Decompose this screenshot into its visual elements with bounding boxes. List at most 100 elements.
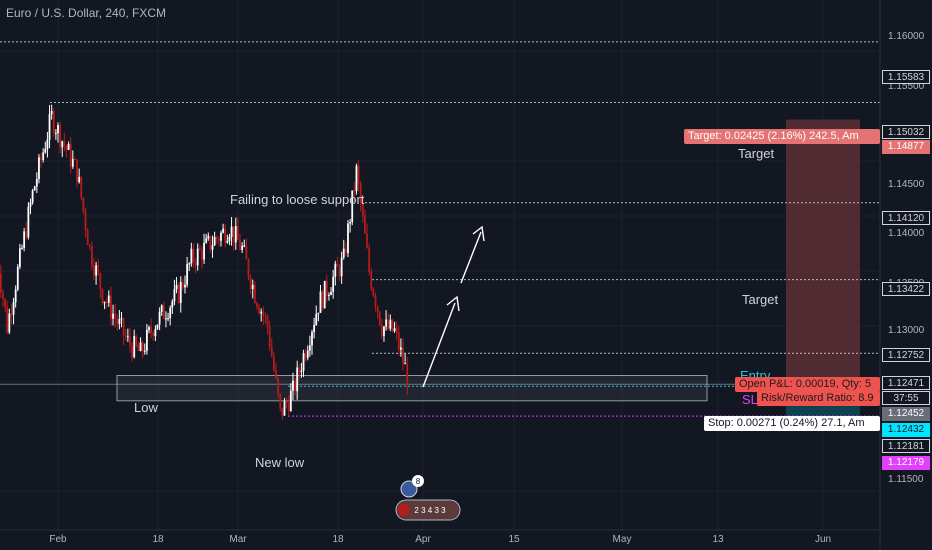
annotation-target-lower: Target [742, 292, 779, 307]
candle-body-193 [404, 363, 407, 365]
open-pl-label[interactable]: Open P&L: 0.00019, Qty: 5 [735, 377, 880, 392]
candle-body-161 [336, 263, 339, 267]
candle-body-57 [116, 318, 119, 324]
candle-body-69 [141, 342, 144, 352]
candle-body-35 [69, 144, 72, 167]
price-badge: 1.12471 [882, 376, 930, 390]
candle-body-31 [61, 141, 64, 148]
candle-body-127 [264, 315, 267, 317]
candle-body-43 [86, 229, 89, 245]
candle-body-49 [99, 273, 102, 290]
candle-body-21 [40, 157, 42, 160]
event-count-badge [412, 475, 424, 487]
candle-body-186 [389, 319, 392, 329]
candle-body-59 [120, 318, 123, 320]
candle-body-87 [179, 282, 182, 304]
candle-body-147 [306, 350, 309, 358]
candle-body-146 [304, 353, 307, 358]
candle-body-163 [340, 257, 343, 277]
candle-body-189 [395, 328, 398, 332]
stop-label[interactable]: Stop: 0.00271 (0.24%) 27.1, Am [704, 416, 880, 431]
candle-body-55 [112, 313, 114, 319]
time-tick-label: Apr [415, 534, 431, 545]
candle-body-144 [300, 370, 303, 373]
candle-body-29 [57, 125, 59, 134]
time-tick-label: 18 [152, 534, 164, 545]
candle-body-70 [143, 350, 146, 352]
time-tick-label: Jun [814, 534, 832, 545]
candle-body-103 [213, 237, 216, 246]
candle-body-160 [334, 263, 337, 277]
candle-body-110 [228, 236, 231, 241]
event-markers[interactable]: 8 2 3 4 3 3 [395, 475, 461, 521]
candle-body-131 [273, 356, 275, 371]
candle-body-93 [192, 248, 195, 263]
candle-body-135 [281, 407, 284, 416]
candle-body-84 [173, 289, 176, 302]
price-badge: 1.12181 [882, 439, 930, 453]
candle-body-52 [105, 301, 108, 303]
time-tick-label: 18 [332, 534, 344, 545]
candle-body-175 [366, 233, 368, 248]
symbol-title: Euro / U.S. Dollar, 240, FXCM [6, 6, 167, 20]
candle-body-115 [239, 239, 241, 250]
candle-body-56 [114, 313, 117, 319]
candle-body-6 [8, 313, 11, 333]
candle-body-105 [217, 238, 220, 241]
candle-body-157 [328, 294, 330, 296]
candle-body-185 [387, 319, 390, 329]
candle-body-170 [355, 165, 358, 192]
candle-body-39 [78, 176, 81, 183]
candle-body-48 [97, 265, 100, 274]
candle-body-60 [122, 318, 125, 336]
candle-body-76 [156, 324, 159, 330]
candle-body-89 [184, 284, 186, 288]
candlestick-series [0, 104, 409, 421]
candle-body-159 [332, 276, 335, 292]
candle-body-107 [222, 228, 224, 233]
candle-body-72 [148, 327, 150, 330]
time-tick-label: Mar [229, 534, 247, 545]
candle-body-36 [71, 158, 74, 167]
candle-body-134 [279, 393, 282, 408]
candle-body-166 [347, 223, 349, 254]
candle-body-142 [296, 367, 299, 392]
candle-body-101 [209, 235, 212, 250]
candle-body-169 [353, 190, 356, 192]
candle-body-125 [260, 311, 263, 314]
arrow-line-2 [460, 231, 482, 284]
risk-reward-label[interactable]: Risk/Reward Ratio: 8.9 [757, 391, 880, 406]
candle-body-71 [146, 329, 148, 351]
candle-body-122 [253, 284, 256, 303]
candle-body-44 [88, 244, 91, 246]
candle-body-51 [103, 301, 106, 304]
candle-body-28 [54, 133, 57, 135]
candle-body-99 [205, 238, 208, 243]
candle-body-154 [321, 291, 324, 309]
event-count-text: 8 [416, 477, 421, 486]
price-badge: 1.14877 [882, 140, 930, 154]
candle-body-53 [107, 295, 110, 303]
candle-body-77 [158, 311, 161, 325]
candle-body-54 [110, 295, 112, 319]
annotation-target-upper: Target [738, 146, 775, 161]
target-label[interactable]: Target: 0.02425 (2.16%) 242.5, Am [684, 129, 880, 144]
candle-body-102 [211, 245, 214, 250]
price-badge: 37:55 [882, 391, 930, 405]
candle-body-34 [67, 144, 70, 150]
candle-body-75 [154, 329, 157, 337]
candle-body-47 [95, 265, 97, 276]
candle-body-5 [6, 307, 9, 333]
candle-body-16 [29, 202, 32, 207]
candle-body-82 [169, 307, 172, 319]
candle-body-61 [124, 335, 127, 338]
candle-body-181 [378, 311, 381, 325]
candle-body-116 [241, 245, 244, 250]
price-axis[interactable]: 1.160001.155001.145001.140001.135001.130… [880, 0, 932, 530]
candle-body-10 [16, 266, 19, 290]
candle-body-128 [266, 316, 269, 327]
candle-body-117 [243, 245, 246, 247]
event-flag-icon [400, 480, 418, 498]
candle-body-126 [262, 311, 265, 316]
